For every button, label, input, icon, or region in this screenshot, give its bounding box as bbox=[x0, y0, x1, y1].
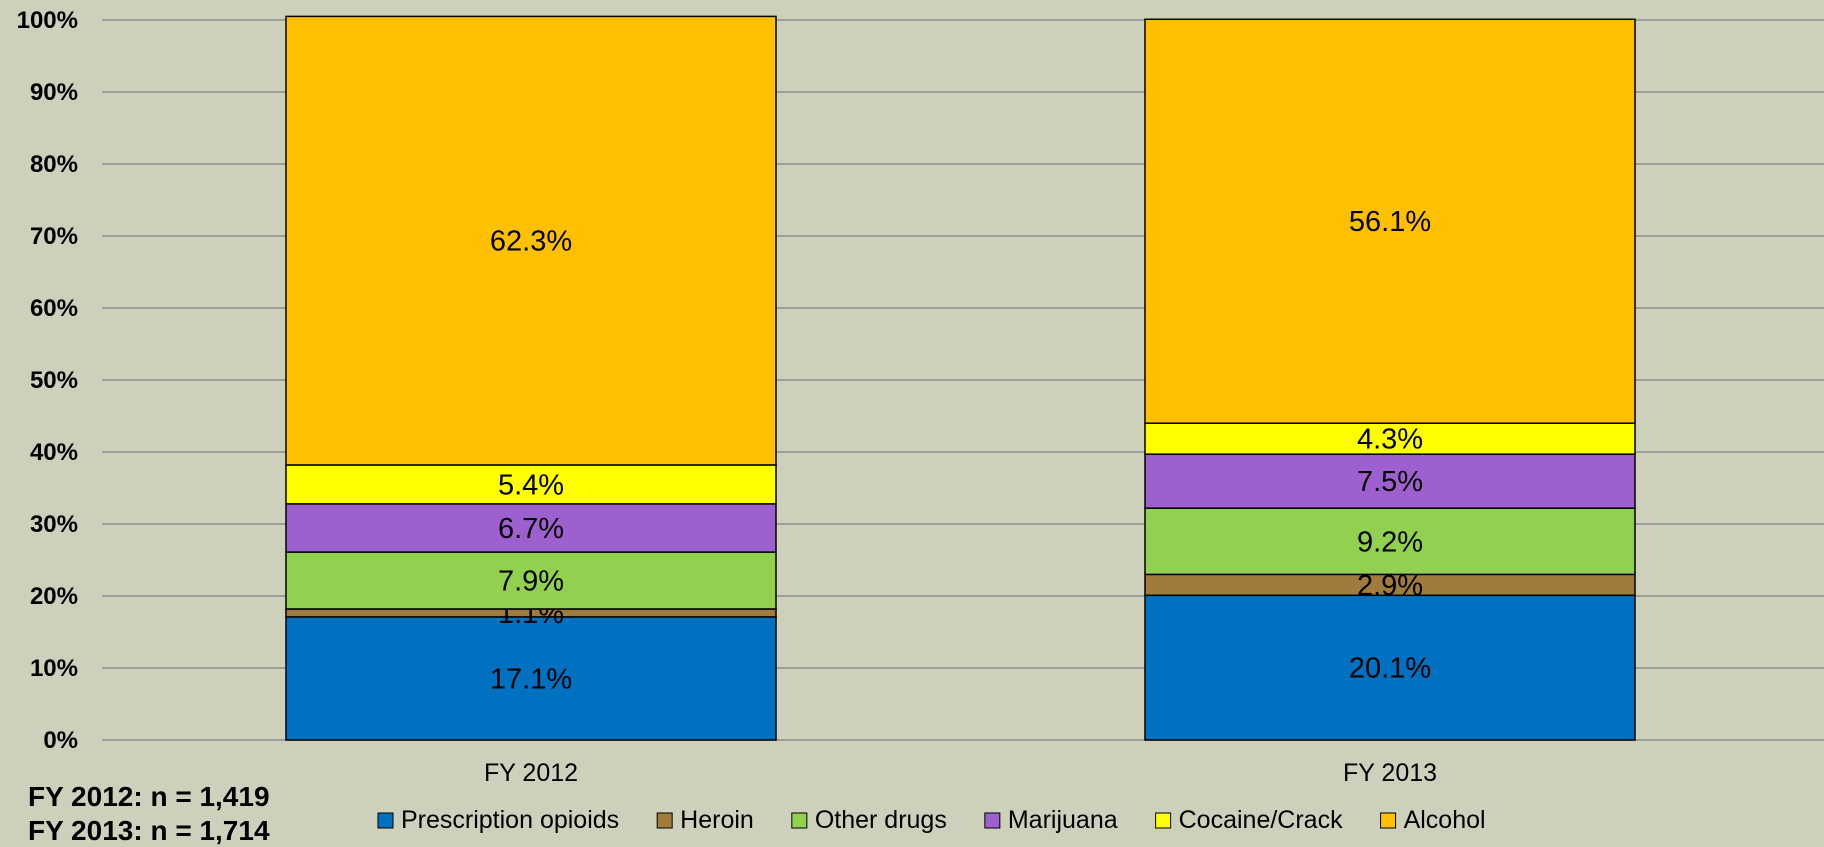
bar-segment bbox=[285, 15, 777, 466]
legend-label: Prescription opioids bbox=[401, 806, 619, 834]
bar-segment bbox=[285, 464, 777, 505]
sample-size-note-fy2012: FY 2012: n = 1,419 bbox=[28, 781, 270, 812]
x-category-label: FY 2012 bbox=[484, 759, 578, 787]
y-tick-label: 60% bbox=[30, 295, 78, 322]
y-tick-label: 70% bbox=[30, 223, 78, 250]
bar-segment bbox=[285, 616, 777, 741]
data-label: 2.9% bbox=[1357, 570, 1423, 602]
y-tick-label: 50% bbox=[30, 367, 78, 394]
legend-label: Marijuana bbox=[1008, 806, 1118, 834]
legend-label: Alcohol bbox=[1404, 806, 1486, 834]
data-label: 9.2% bbox=[1357, 526, 1423, 558]
data-label: 6.7% bbox=[498, 513, 564, 545]
legend-swatch bbox=[984, 812, 1001, 829]
y-tick-label: 0% bbox=[43, 727, 78, 754]
bar-segment bbox=[1144, 507, 1636, 576]
sample-size-note-fy2013: FY 2013: n = 1,714 bbox=[28, 815, 270, 846]
data-label: 4.3% bbox=[1357, 424, 1423, 456]
data-label: 20.1% bbox=[1349, 653, 1431, 685]
bar-segment bbox=[1144, 18, 1636, 424]
y-tick-label: 10% bbox=[30, 655, 78, 682]
data-label: 56.1% bbox=[1349, 206, 1431, 238]
legend-swatch bbox=[377, 812, 394, 829]
data-label: 7.5% bbox=[1357, 466, 1423, 498]
legend-swatch bbox=[1380, 812, 1397, 829]
data-label: 17.1% bbox=[490, 663, 572, 695]
y-tick-label: 80% bbox=[30, 151, 78, 178]
legend-swatch bbox=[791, 812, 808, 829]
bar-segment bbox=[285, 503, 777, 553]
y-tick-label: 30% bbox=[30, 511, 78, 538]
bar-segment bbox=[1144, 453, 1636, 509]
legend-label: Heroin bbox=[680, 806, 754, 834]
data-label: 5.4% bbox=[498, 469, 564, 501]
data-label: 62.3% bbox=[490, 226, 572, 258]
y-tick-label: 90% bbox=[30, 79, 78, 106]
bar-segment bbox=[1144, 594, 1636, 741]
x-category-label: FY 2013 bbox=[1343, 759, 1437, 787]
legend-swatch bbox=[656, 812, 673, 829]
legend-label: Cocaine/Crack bbox=[1179, 806, 1343, 834]
bar-segment bbox=[285, 551, 777, 610]
y-tick-label: 40% bbox=[30, 439, 78, 466]
legend-label: Other drugs bbox=[815, 806, 947, 834]
legend-swatch bbox=[1155, 812, 1172, 829]
y-tick-label: 100% bbox=[17, 7, 78, 34]
y-tick-label: 20% bbox=[30, 583, 78, 610]
data-label: 7.9% bbox=[498, 566, 564, 598]
